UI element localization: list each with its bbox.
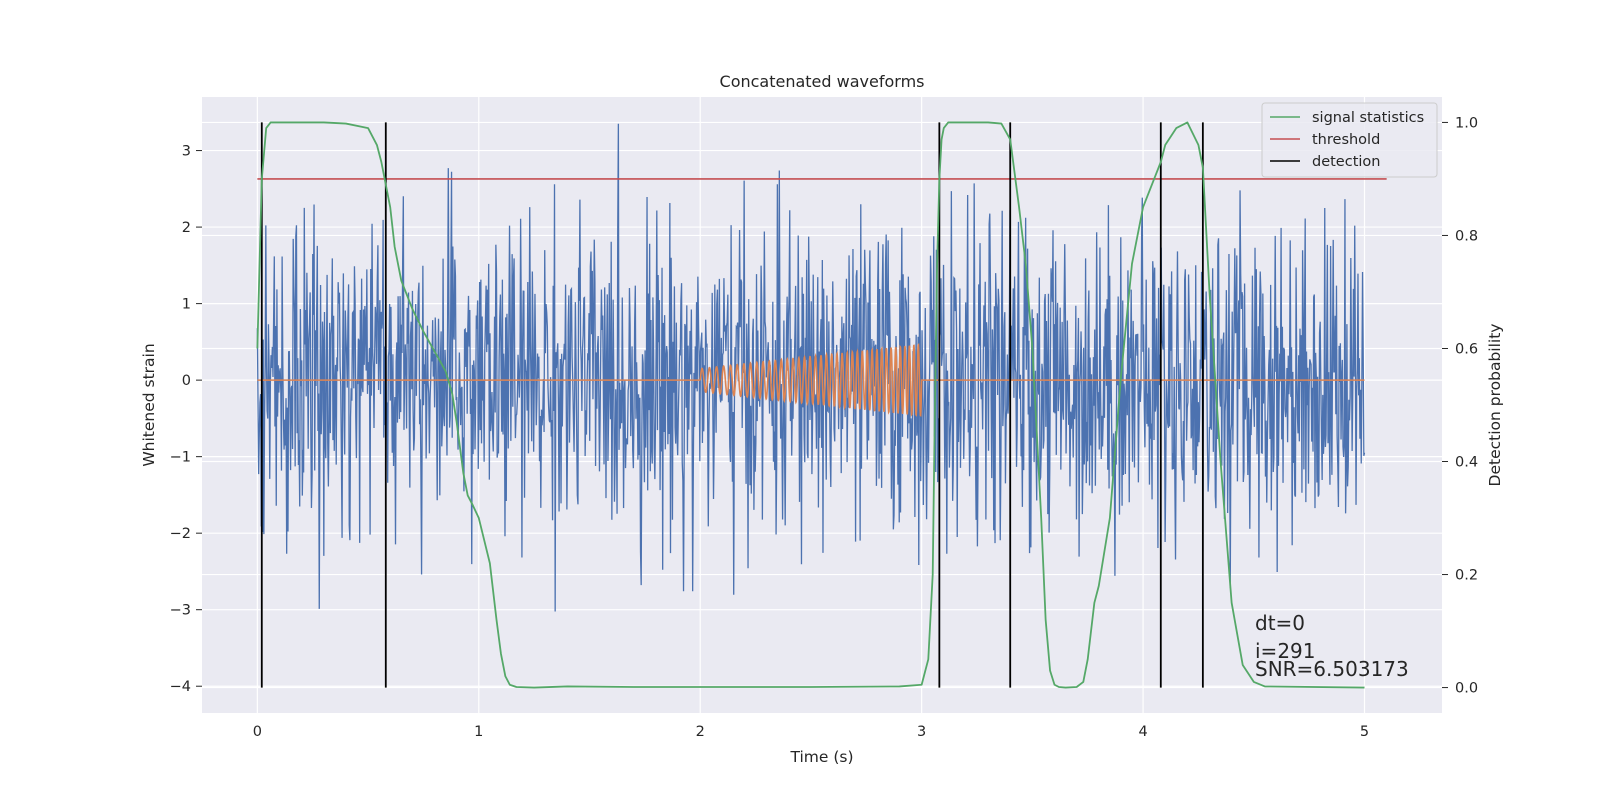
annotation-snr: SNR=6.503173 <box>1255 657 1409 681</box>
annotation-index: i=291 <box>1255 639 1316 663</box>
y-tick-label: −1 <box>170 450 191 466</box>
y2-tick-label: 1.0 <box>1455 115 1478 131</box>
annotation-dt: dt=0 <box>1255 611 1305 635</box>
signal-statistics-line <box>256 121 1365 689</box>
y2-tick-label: 0.8 <box>1455 228 1478 244</box>
legend-box <box>1261 102 1438 178</box>
y-tick-label: 2 <box>182 220 191 236</box>
y2-tick-label: 0.2 <box>1455 568 1478 584</box>
legend: signal statistics threshold detection <box>1261 102 1438 178</box>
y-tick-label: 3 <box>182 144 191 160</box>
x-axis-label: Time (s) <box>789 748 853 766</box>
plot-series <box>256 121 1387 689</box>
y-tick-label: −3 <box>170 603 191 619</box>
legend-label-detection: detection <box>1312 154 1380 170</box>
y2-tick-label: 0.6 <box>1455 341 1478 357</box>
injection-series-line <box>257 342 1365 417</box>
y-axis-label: Whitened strain <box>140 343 158 466</box>
y-tick-label: 0 <box>182 373 191 389</box>
x-tick-label: 0 <box>253 724 262 740</box>
tick-labels: 0 1 2 3 4 5 −4 −3 −2 −1 0 1 2 3 0.0 0.2 0.4 0.6 0.8 1.0 <box>170 115 1478 740</box>
x-tick-label: 2 <box>696 724 705 740</box>
strain-series-line <box>256 123 1366 612</box>
x-tick-label: 5 <box>1360 724 1369 740</box>
y-tick-label: −2 <box>170 526 191 542</box>
y2-tick-label: 0.0 <box>1455 681 1478 697</box>
legend-label-threshold: threshold <box>1312 132 1380 148</box>
legend-label-signal-statistics: signal statistics <box>1312 110 1424 126</box>
x-tick-label: 3 <box>917 724 926 740</box>
y-tick-label: 1 <box>182 297 191 313</box>
x-tick-label: 1 <box>474 724 483 740</box>
x-tick-label: 4 <box>1138 724 1147 740</box>
y2-tick-label: 0.4 <box>1455 455 1478 471</box>
chart-title: Concatenated waveforms <box>720 72 925 91</box>
y2-axis-label: Detection probability <box>1486 324 1504 487</box>
y-tick-label: −4 <box>170 679 191 695</box>
